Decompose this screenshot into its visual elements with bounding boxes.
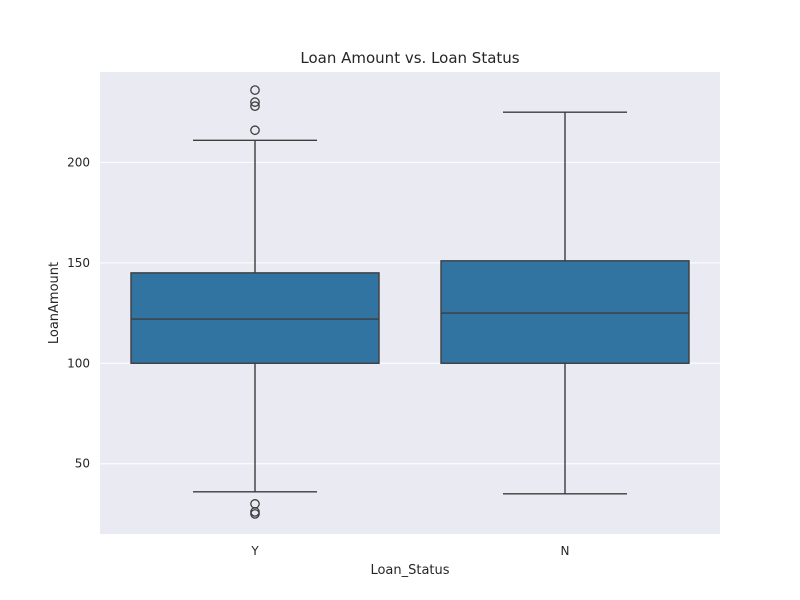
iqr-box xyxy=(130,272,380,364)
boxes xyxy=(130,85,690,519)
y-tick-label: 150 xyxy=(67,256,90,270)
y-tick-label: 50 xyxy=(75,457,90,471)
box-group-n xyxy=(440,111,690,495)
y-tick-label: 100 xyxy=(67,356,90,370)
x-axis-label: Loan_Status xyxy=(370,563,449,578)
chart-title: Loan Amount vs. Loan Status xyxy=(300,49,519,67)
outlier-point xyxy=(250,509,260,519)
iqr-box xyxy=(440,260,690,364)
x-tick-label: N xyxy=(561,544,570,558)
outlier-point xyxy=(250,85,260,95)
outlier-point xyxy=(250,101,260,111)
y-tick-label: 200 xyxy=(67,155,90,169)
outlier-point xyxy=(250,125,260,136)
y-axis-label: LoanAmount xyxy=(47,262,62,344)
outlier-point xyxy=(250,97,260,107)
y-ticks: 50 100 150 200 xyxy=(67,155,90,470)
x-tick-label: Y xyxy=(250,544,259,558)
box-group-y xyxy=(130,85,380,519)
